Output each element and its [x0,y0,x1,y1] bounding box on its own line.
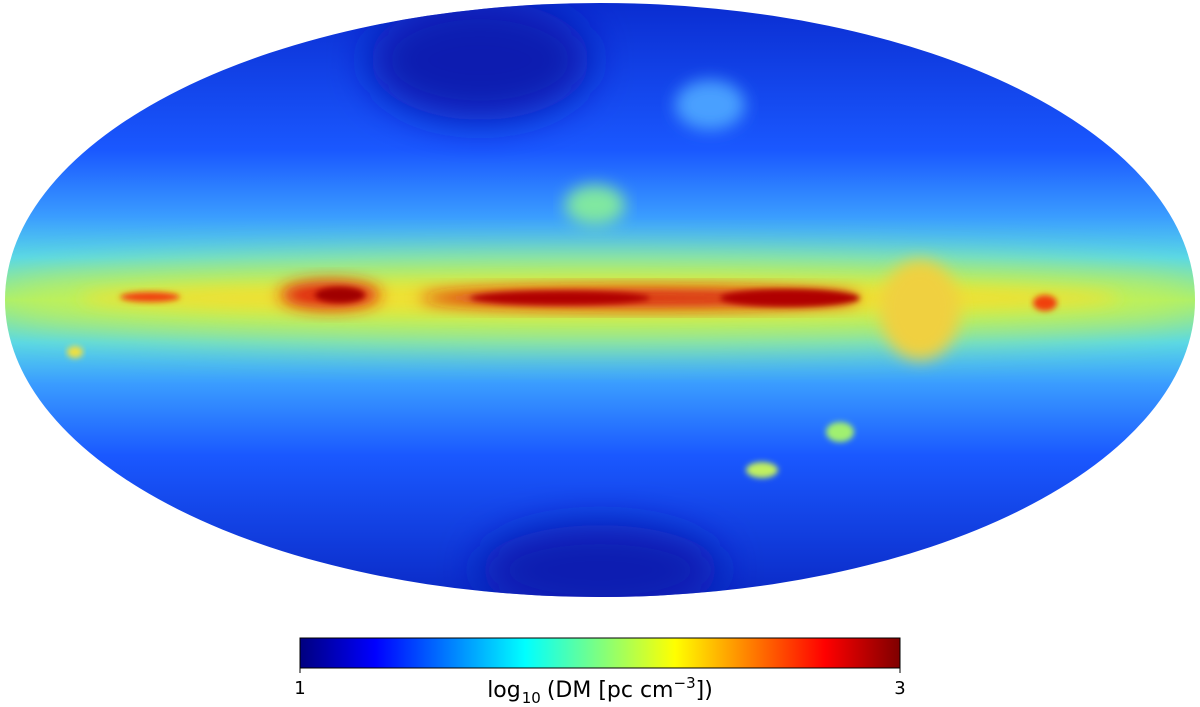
colorbar-tick-label: 3 [894,678,905,699]
colorbar-label-part: ]) [696,678,713,703]
colorbar-label-part: (DM [pc cm [547,678,674,703]
colorbar [299,637,901,669]
colorbar-label-part: log [487,678,521,703]
sky-map [5,3,1195,597]
colorbar-label-part: 10 [522,689,541,707]
colorbar-label-part: −3 [674,674,696,692]
colorbar-tick-label: 1 [294,678,305,699]
colorbar-label: log10 (DM [pc cm−3]) [487,674,713,707]
